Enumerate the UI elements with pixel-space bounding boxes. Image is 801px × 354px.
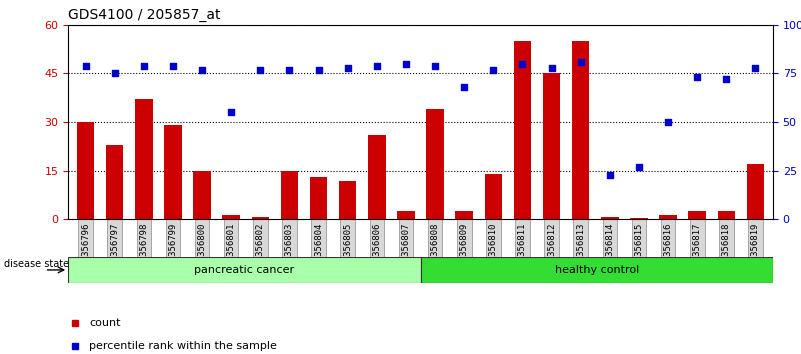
Bar [456, 211, 473, 219]
Bar [397, 211, 415, 219]
Point [254, 67, 267, 72]
Point [138, 63, 151, 68]
Point [370, 63, 383, 68]
Bar [543, 73, 561, 219]
Bar [601, 217, 618, 219]
Text: count: count [89, 318, 121, 328]
Point [341, 65, 354, 70]
Bar [659, 215, 677, 219]
Bar [513, 41, 531, 219]
Text: GDS4100 / 205857_at: GDS4100 / 205857_at [68, 8, 220, 22]
Bar [280, 171, 298, 219]
Point [633, 164, 646, 170]
Point [195, 67, 208, 72]
Bar [164, 125, 182, 219]
Point [749, 65, 762, 70]
Point [662, 119, 674, 125]
Point [545, 65, 558, 70]
Point [79, 63, 92, 68]
Point [458, 84, 471, 90]
Text: disease state: disease state [4, 259, 69, 269]
Bar [485, 174, 502, 219]
Point [516, 61, 529, 67]
Point [720, 76, 733, 82]
Bar [193, 171, 211, 219]
Bar [339, 181, 356, 219]
Text: pancreatic cancer: pancreatic cancer [194, 265, 294, 275]
Bar [747, 164, 764, 219]
Bar [368, 135, 385, 219]
Point [225, 110, 238, 115]
Bar [135, 99, 152, 219]
Point [574, 59, 587, 64]
Point [690, 74, 703, 80]
Point [603, 172, 616, 177]
Bar [77, 122, 95, 219]
Point [108, 70, 121, 76]
Bar [310, 177, 328, 219]
Bar [421, 257, 773, 283]
Bar [689, 211, 706, 219]
Text: percentile rank within the sample: percentile rank within the sample [89, 341, 277, 350]
Bar [718, 211, 735, 219]
Point [312, 67, 325, 72]
Bar [106, 145, 123, 219]
Point [487, 67, 500, 72]
Bar [426, 109, 444, 219]
Bar [223, 215, 240, 219]
Bar [630, 218, 648, 219]
Point [400, 61, 413, 67]
Bar [252, 217, 269, 219]
Point [283, 67, 296, 72]
Bar [68, 257, 421, 283]
Point [429, 63, 441, 68]
Text: healthy control: healthy control [554, 265, 639, 275]
Point [167, 63, 179, 68]
Bar [572, 41, 590, 219]
